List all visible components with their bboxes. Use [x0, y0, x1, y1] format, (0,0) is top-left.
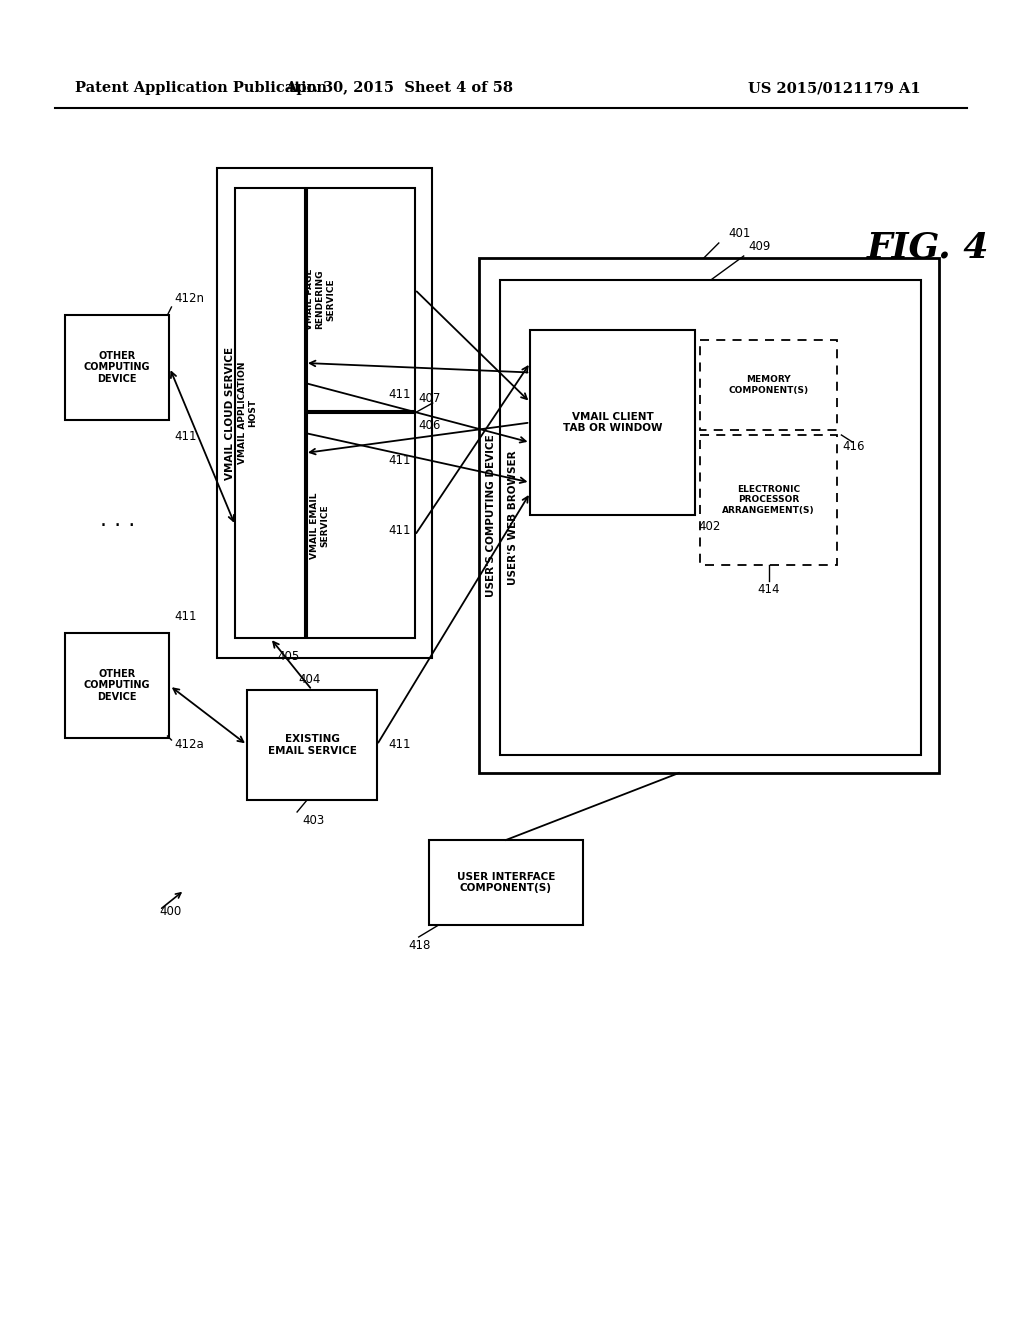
Text: USER'S COMPUTING DEVICE: USER'S COMPUTING DEVICE [486, 434, 497, 597]
Bar [307, 187, 415, 411]
Bar [236, 187, 305, 638]
Text: US 2015/0121179 A1: US 2015/0121179 A1 [748, 81, 921, 95]
Text: EXISTING
EMAIL SERVICE: EXISTING EMAIL SERVICE [267, 734, 356, 756]
Text: VMAIL PAGE
RENDERING
SERVICE: VMAIL PAGE RENDERING SERVICE [305, 269, 335, 330]
Text: 412n: 412n [174, 292, 205, 305]
Text: Apr. 30, 2015  Sheet 4 of 58: Apr. 30, 2015 Sheet 4 of 58 [285, 81, 513, 95]
Text: Patent Application Publication: Patent Application Publication [75, 81, 327, 95]
Text: USER INTERFACE
COMPONENT(S): USER INTERFACE COMPONENT(S) [457, 871, 555, 894]
Text: FIG. 4: FIG. 4 [867, 231, 990, 265]
Bar [478, 257, 939, 774]
Text: ELECTRONIC
PROCESSOR
ARRANGEMENT(S): ELECTRONIC PROCESSOR ARRANGEMENT(S) [722, 486, 815, 515]
Text: 411: 411 [389, 738, 412, 751]
Bar [65, 315, 170, 420]
Text: 411: 411 [174, 610, 197, 623]
Text: VMAIL CLOUD SERVICE: VMAIL CLOUD SERVICE [225, 346, 236, 479]
Bar [530, 330, 695, 515]
Text: 411: 411 [174, 430, 197, 444]
Text: VMAIL APPLICATION
HOST: VMAIL APPLICATION HOST [238, 362, 257, 465]
Text: 407: 407 [419, 392, 441, 405]
Text: 405: 405 [278, 649, 300, 663]
Bar [699, 341, 838, 430]
Bar [429, 840, 584, 925]
Text: 402: 402 [698, 520, 721, 533]
Text: OTHER
COMPUTING
DEVICE: OTHER COMPUTING DEVICE [84, 669, 151, 702]
Bar [501, 280, 922, 755]
Text: USER'S WEB BROWSER: USER'S WEB BROWSER [508, 450, 518, 585]
Bar [699, 436, 838, 565]
Text: 400: 400 [160, 906, 181, 917]
Text: 401: 401 [729, 227, 752, 240]
Text: 403: 403 [302, 814, 325, 828]
Text: MEMORY
COMPONENT(S): MEMORY COMPONENT(S) [728, 375, 809, 395]
Text: VMAIL CLIENT
TAB OR WINDOW: VMAIL CLIENT TAB OR WINDOW [563, 412, 663, 433]
Text: 412a: 412a [174, 738, 204, 751]
Bar [65, 634, 170, 738]
Bar [217, 168, 432, 657]
Text: VMAIL EMAIL
SERVICE: VMAIL EMAIL SERVICE [310, 492, 330, 558]
Text: 411: 411 [389, 524, 412, 536]
Text: · · ·: · · · [99, 516, 135, 536]
Text: 406: 406 [419, 418, 441, 432]
Text: OTHER
COMPUTING
DEVICE: OTHER COMPUTING DEVICE [84, 351, 151, 384]
Text: 411: 411 [389, 388, 412, 401]
Bar [247, 690, 377, 800]
Text: 409: 409 [749, 240, 771, 253]
Text: 418: 418 [409, 939, 431, 952]
Text: 411: 411 [389, 454, 412, 466]
Text: 416: 416 [843, 440, 865, 453]
Bar [307, 413, 415, 638]
Text: 414: 414 [758, 583, 780, 597]
Text: 404: 404 [298, 673, 321, 686]
